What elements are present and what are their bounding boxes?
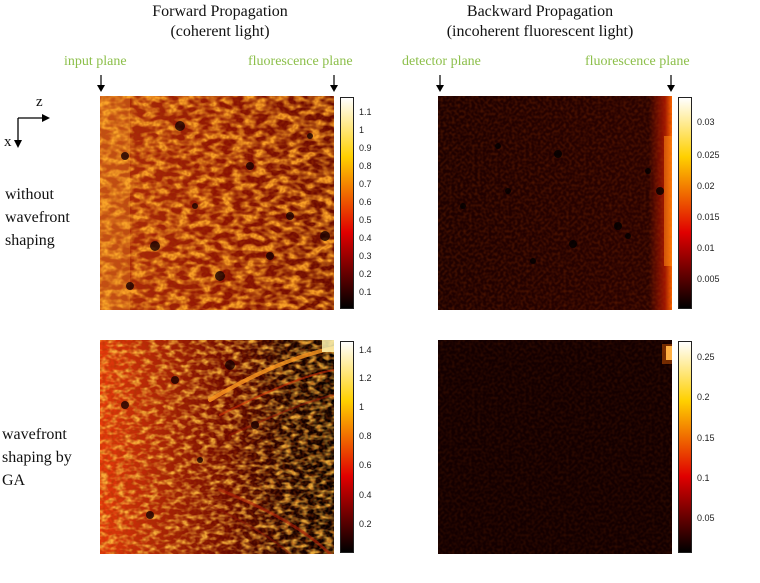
colorbar-tick-label: 1.2 xyxy=(359,373,372,383)
arrow-down-icon xyxy=(667,75,675,92)
colorbar-tick-label: 0.2 xyxy=(359,269,372,279)
colorbar-tick-label: 0.5 xyxy=(359,215,372,225)
row-label-without-shaping: without wavefront shaping xyxy=(5,186,70,249)
colorbar-tick-label: 0.8 xyxy=(359,431,372,441)
heatmap-backward-without-shaping xyxy=(438,96,672,310)
arrow-down-icon xyxy=(436,75,444,92)
colorbar-tick-label: 0.01 xyxy=(697,243,715,253)
colorbar-tick-label: 0.1 xyxy=(359,287,372,297)
input-plane-label: input plane xyxy=(64,54,127,69)
colorbar-forward-ga xyxy=(340,341,354,553)
colorbar-tick-label: 0.6 xyxy=(359,460,372,470)
colorbar-tick-label: 0.9 xyxy=(359,143,372,153)
heatmap-forward-ga xyxy=(100,340,334,554)
colorbar-tick-label: 0.3 xyxy=(359,251,372,261)
colorbar-tick-label: 0.25 xyxy=(697,352,715,362)
colorbar-tick-label: 0.4 xyxy=(359,490,372,500)
backward-title: Backward Propagation (incoherent fluores… xyxy=(446,3,634,40)
colorbar-tick-label: 1 xyxy=(359,125,365,135)
arrow-down-icon xyxy=(330,75,338,92)
colorbar-tick-label: 0.025 xyxy=(697,150,720,160)
colorbar-tick-label: 0.05 xyxy=(697,513,715,523)
colorbar-tick-label: 0.1 xyxy=(697,473,710,483)
colorbar-tick-label: 0.03 xyxy=(697,117,715,127)
heatmap-forward-without-shaping xyxy=(100,96,334,310)
colorbar-tick-label: 0.005 xyxy=(697,274,720,284)
detector-plane-label: detector plane xyxy=(402,54,481,69)
colorbar-tick-label: 0.2 xyxy=(359,519,372,529)
forward-title: Forward Propagation (coherent light) xyxy=(152,3,288,40)
x-axis-label: x xyxy=(4,134,12,150)
z-axis-label: z xyxy=(36,94,43,110)
colorbar-backward-ga xyxy=(678,341,692,553)
colorbar-tick-label: 0.2 xyxy=(697,392,710,402)
colorbar-tick-label: 0.6 xyxy=(359,197,372,207)
colorbar-tick-label: 0.4 xyxy=(359,233,372,243)
colorbar-tick-label: 0.015 xyxy=(697,212,720,222)
colorbar-tick-label: 1 xyxy=(359,402,365,412)
colorbar-tick-label: 1.4 xyxy=(359,345,372,355)
colorbar-tick-label: 0.7 xyxy=(359,179,372,189)
fluorescence-plane-label-forward: fluorescence plane xyxy=(248,54,353,69)
colorbar-tick-label: 1.1 xyxy=(359,107,372,117)
colorbar-tick-label: 0.02 xyxy=(697,181,715,191)
colorbar-tick-label: 0.15 xyxy=(697,433,715,443)
arrow-down-icon xyxy=(97,75,105,92)
row-label-ga-shaping: wavefront shaping by GA xyxy=(2,426,72,489)
colorbar-forward-without xyxy=(340,97,354,309)
colorbar-tick-label: 0.8 xyxy=(359,161,372,171)
fluorescence-plane-label-backward: fluorescence plane xyxy=(585,54,690,69)
colorbar-backward-without xyxy=(678,97,692,309)
axis-indicator xyxy=(14,114,50,148)
heatmap-backward-ga xyxy=(438,340,672,554)
